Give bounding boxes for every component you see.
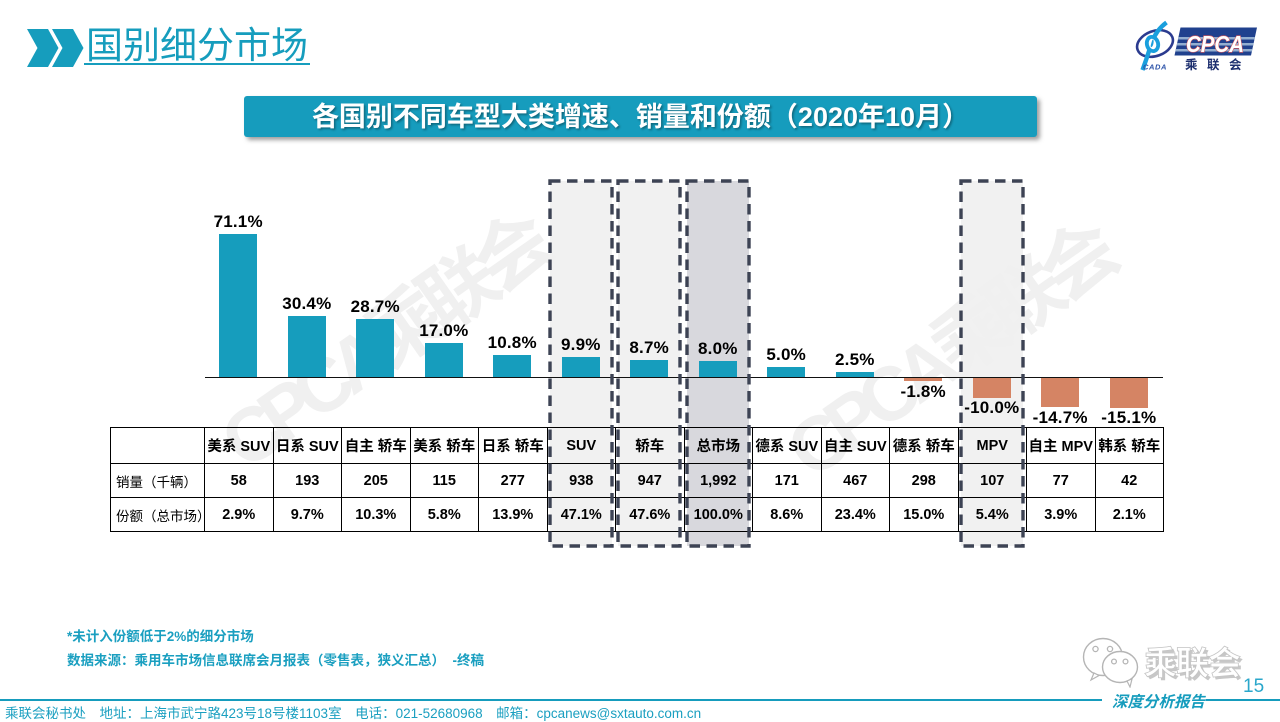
svg-text:乘联会: 乘联会 xyxy=(1185,57,1251,72)
svg-text:乘联会: 乘联会 xyxy=(1144,645,1241,682)
svg-text:乘联会: 乘联会 xyxy=(1147,647,1244,684)
svg-text:CPCA: CPCA xyxy=(1186,31,1244,57)
svg-text:CADA: CADA xyxy=(1143,63,1167,72)
